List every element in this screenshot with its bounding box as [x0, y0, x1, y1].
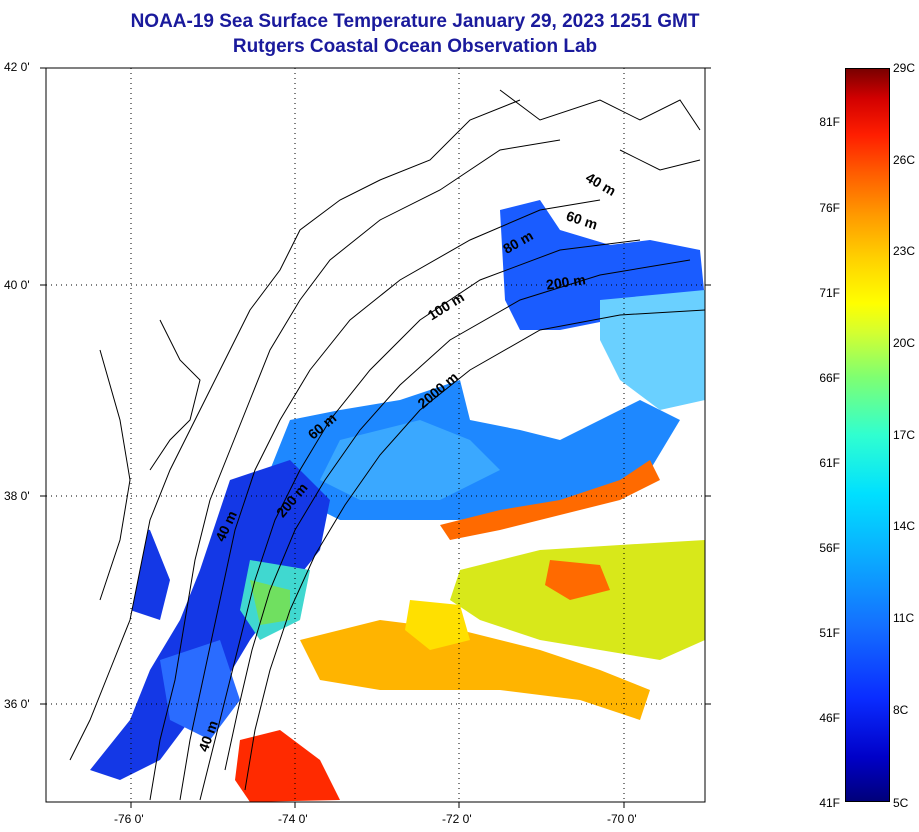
lat-label: 40 0' [4, 278, 30, 292]
sst-data-layer [90, 200, 705, 802]
sst-patch-yellow-mid [405, 600, 470, 650]
sst-patch-shelf-south [160, 640, 240, 740]
map-frame [45, 67, 706, 803]
sst-patch-shelf-east [600, 290, 705, 410]
temperature-colorbar [845, 68, 890, 802]
map-title: NOAA-19 Sea Surface Temperature January … [130, 11, 700, 32]
lon-label: -72 0' [442, 812, 472, 826]
sst-patch-gulf-stream-edge [440, 460, 660, 540]
lon-label: -76 0' [114, 812, 144, 826]
contour-lines [69, 89, 705, 801]
colorbar-c-label: 8C [893, 703, 909, 717]
colorbar-f-label: 56F [819, 541, 840, 555]
colorbar-f-label: 51F [819, 626, 840, 640]
lat-label: 42 0' [4, 60, 30, 74]
colorbar-c-label: 17C [893, 428, 916, 442]
colorbar-c-label: 23C [893, 244, 916, 258]
colorbar-f-label: 66F [819, 371, 840, 385]
coast-bay [99, 319, 201, 601]
sst-patch-coastal-cold [90, 460, 330, 780]
colorbar-f-label: 46F [819, 711, 840, 725]
colorbar-c-label: 29C [893, 61, 916, 75]
map-subtitle: Rutgers Coastal Ocean Observation Lab [232, 36, 598, 57]
land-mass [46, 68, 520, 790]
sst-patch-warm-east [450, 540, 705, 660]
sst-patch-green [250, 580, 290, 625]
sst-patch-warm-south [300, 620, 650, 720]
colorbar-c-label: 5C [893, 796, 909, 810]
colorbar-c-label: 14C [893, 519, 916, 533]
sst-patch-shelf-mid2 [320, 420, 500, 500]
lon-label: -74 0' [278, 812, 308, 826]
lon-label: -70 0' [607, 812, 637, 826]
sst-patch-warm-east-orange [545, 560, 610, 600]
colorbar-c-label: 11C [893, 611, 915, 625]
coast-northeast [499, 89, 701, 171]
isobath-40m [149, 139, 561, 801]
colorbar-c-label: 26C [893, 153, 916, 167]
axis-ticks [40, 67, 711, 808]
isobath-200m [224, 259, 691, 771]
lat-label: 38 0' [4, 489, 30, 503]
sst-patch-warm-southwest [235, 730, 340, 802]
colorbar-f-label: 81F [819, 115, 840, 129]
colorbar-f-label: 71F [819, 286, 840, 300]
colorbar-f-label: 61F [819, 456, 840, 470]
colorbar-f-label: 41F [819, 796, 840, 810]
colorbar-f-label: 76F [819, 201, 840, 215]
isobath-2000m [244, 309, 705, 791]
isobath-100m [199, 239, 641, 801]
lat-label: 36 0' [4, 697, 30, 711]
isobath-60m [179, 199, 601, 801]
colorbar-c-label: 20C [893, 336, 916, 350]
coastline [69, 99, 521, 761]
